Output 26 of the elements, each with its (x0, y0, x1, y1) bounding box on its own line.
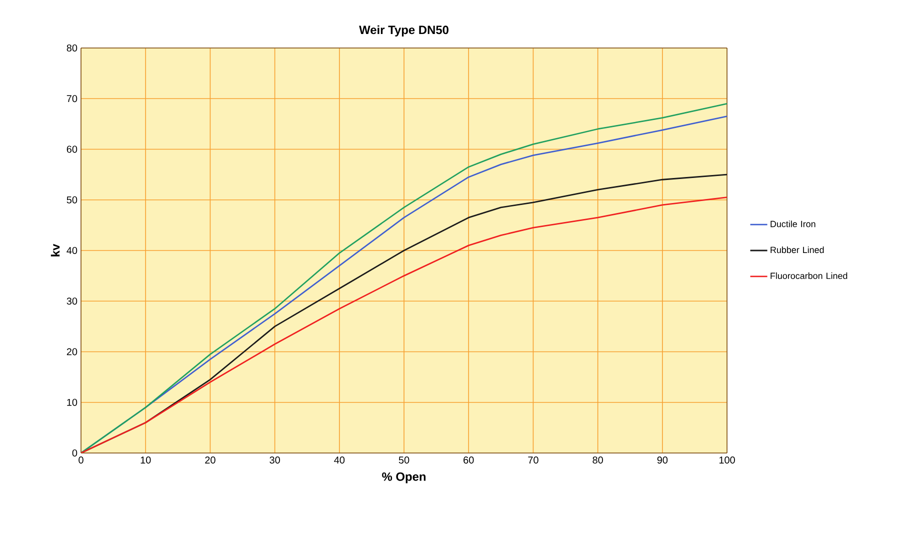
y-tick-label: 70 (66, 95, 78, 102)
x-tick-label: 40 (334, 456, 345, 464)
x-tick-label: 60 (464, 456, 474, 464)
y-tick-label: 0 (72, 449, 78, 457)
y-tick-label: 50 (66, 196, 78, 204)
y-tick-label: 20 (66, 348, 78, 356)
y-tick-label: 10 (67, 398, 78, 406)
x-tick-label: 70 (528, 456, 538, 464)
x-tick-label: 100 (719, 456, 735, 464)
x-tick-label: 20 (205, 456, 216, 464)
legend-label: Ductile Iron (770, 220, 816, 228)
y-tick-label: 40 (66, 246, 78, 254)
chart-title: Weir Type DN50 (359, 25, 448, 37)
x-tick-label: 50 (398, 456, 410, 464)
legend-label: Fluorocarbon Lined (770, 272, 848, 280)
y-tick-label: 80 (66, 44, 78, 52)
x-axis-title: % Open (382, 472, 426, 484)
y-tick-label: 60 (66, 146, 78, 153)
x-tick-label: 80 (592, 456, 603, 464)
x-tick-label: 30 (270, 456, 280, 464)
x-tick-label: 10 (140, 456, 151, 464)
y-tick-label: 30 (66, 298, 78, 305)
x-tick-label: 90 (657, 456, 668, 464)
legend-label: Rubber Lined (770, 246, 824, 254)
x-tick-label: 0 (78, 456, 84, 464)
y-axis-title: kv (50, 244, 60, 256)
